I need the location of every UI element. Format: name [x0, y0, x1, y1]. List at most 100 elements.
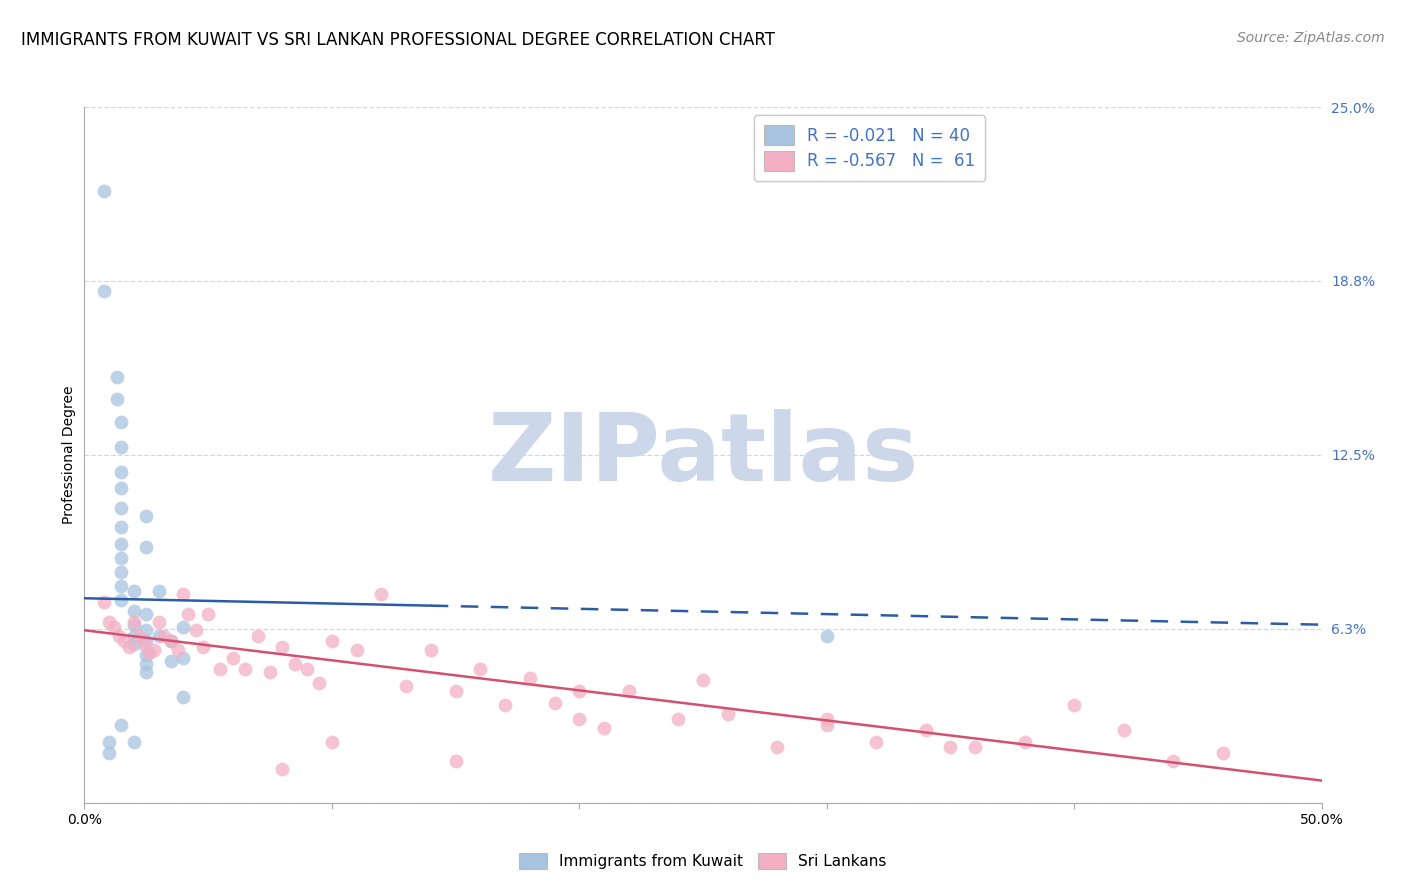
Point [543, 696, 565, 710]
Point [172, 651, 194, 665]
Point [122, 604, 145, 618]
Point [271, 640, 294, 654]
Point [93, 284, 115, 298]
Point [395, 679, 418, 693]
Point [1063, 698, 1085, 713]
Point [160, 634, 183, 648]
Point [110, 500, 132, 515]
Point [152, 629, 174, 643]
Point [148, 615, 170, 629]
Point [1161, 754, 1184, 768]
Point [128, 629, 150, 643]
Point [617, 684, 640, 698]
Point [122, 629, 145, 643]
Point [519, 671, 541, 685]
Point [110, 592, 132, 607]
Point [444, 754, 467, 768]
Point [191, 640, 214, 654]
Point [110, 481, 132, 495]
Point [172, 620, 194, 634]
Point [172, 690, 194, 704]
Point [138, 646, 160, 660]
Point [321, 734, 343, 748]
Point [122, 615, 145, 629]
Legend: R = -0.021   N = 40, R = -0.567   N =  61: R = -0.021 N = 40, R = -0.567 N = 61 [754, 115, 986, 180]
Point [246, 629, 269, 643]
Point [184, 624, 207, 638]
Point [160, 654, 183, 668]
Point [110, 579, 132, 593]
Point [110, 415, 132, 429]
Point [110, 537, 132, 551]
Point [98, 746, 121, 760]
Point [110, 565, 132, 579]
Point [93, 184, 115, 198]
Point [122, 584, 145, 599]
Point [815, 718, 838, 732]
Point [295, 662, 318, 676]
Point [593, 721, 616, 735]
Point [148, 584, 170, 599]
Point [110, 718, 132, 732]
Text: Source: ZipAtlas.com: Source: ZipAtlas.com [1237, 31, 1385, 45]
Point [1014, 734, 1036, 748]
Point [110, 520, 132, 534]
Point [160, 634, 183, 648]
Point [470, 662, 492, 676]
Point [135, 607, 157, 621]
Point [346, 642, 368, 657]
Point [105, 392, 128, 407]
Point [172, 587, 194, 601]
Point [284, 657, 307, 671]
Point [766, 740, 789, 755]
Point [110, 465, 132, 479]
Point [118, 640, 141, 654]
Text: ZIPatlas: ZIPatlas [488, 409, 918, 501]
Point [103, 620, 125, 634]
Point [135, 624, 157, 638]
Point [233, 662, 256, 676]
Point [321, 634, 343, 648]
Point [108, 629, 131, 643]
Point [135, 540, 157, 554]
Point [135, 648, 157, 663]
Point [1112, 723, 1135, 738]
Legend: Immigrants from Kuwait, Sri Lankans: Immigrants from Kuwait, Sri Lankans [513, 847, 893, 875]
Point [110, 440, 132, 454]
Point [197, 607, 219, 621]
Point [666, 712, 689, 726]
Point [865, 734, 887, 748]
Point [717, 706, 740, 721]
Point [93, 595, 115, 609]
Point [965, 740, 987, 755]
Point [135, 657, 157, 671]
Point [122, 734, 145, 748]
Point [209, 662, 232, 676]
Point [271, 763, 294, 777]
Point [148, 629, 170, 643]
Y-axis label: Professional Degree: Professional Degree [62, 385, 76, 524]
Point [308, 676, 330, 690]
Point [122, 617, 145, 632]
Point [98, 734, 121, 748]
Point [494, 698, 516, 713]
Point [370, 587, 392, 601]
Point [815, 629, 838, 643]
Point [177, 607, 200, 621]
Point [110, 550, 132, 565]
Point [259, 665, 281, 679]
Point [135, 665, 157, 679]
Point [98, 615, 121, 629]
Point [132, 637, 155, 651]
Point [939, 740, 962, 755]
Point [568, 684, 591, 698]
Point [815, 712, 838, 726]
Point [122, 637, 145, 651]
Point [692, 673, 714, 688]
Point [222, 651, 245, 665]
Point [1212, 746, 1234, 760]
Point [444, 684, 467, 698]
Point [568, 712, 591, 726]
Point [105, 370, 128, 384]
Point [167, 642, 190, 657]
